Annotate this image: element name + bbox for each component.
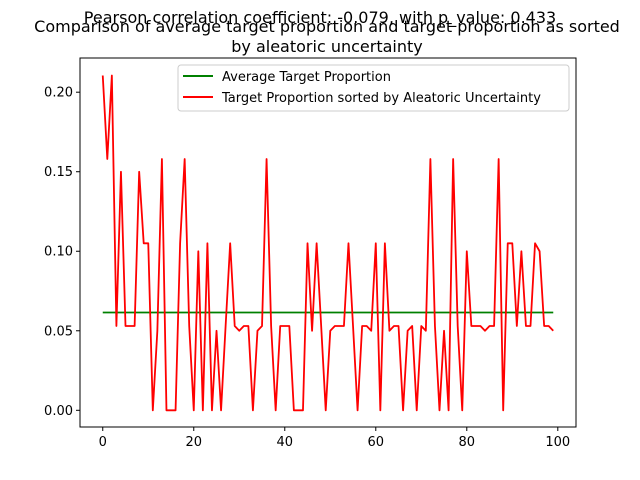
y-tick-label: 0.20 — [44, 86, 73, 101]
y-tick-label: 0.05 — [44, 324, 73, 339]
x-tick-label: 40 — [276, 435, 293, 450]
chart-title-line-2: by aleatoric uncertainty — [231, 37, 422, 56]
y-tick-label: 0.10 — [44, 245, 73, 260]
y-tick-label: 0.00 — [44, 404, 73, 419]
chart-title-line-1: Comparison of average target proportion … — [34, 17, 620, 36]
x-tick-label: 20 — [185, 435, 202, 450]
legend-label-average: Average Target Proportion — [222, 70, 391, 85]
legend-label-sorted: Target Proportion sorted by Aleatoric Un… — [221, 91, 541, 106]
legend: Average Target Proportion Target Proport… — [178, 65, 569, 111]
x-tick-label: 60 — [368, 435, 385, 450]
x-tick-label: 80 — [459, 435, 476, 450]
x-tick-label: 100 — [545, 435, 570, 450]
y-tick-label: 0.15 — [44, 165, 73, 180]
x-tick-label: 0 — [99, 435, 107, 450]
